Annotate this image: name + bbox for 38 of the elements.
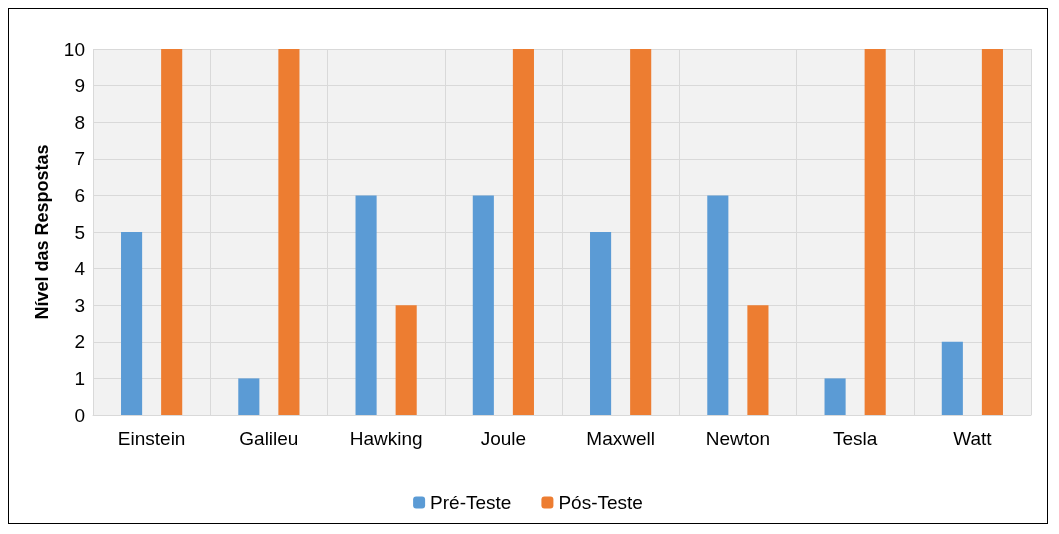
y-tick-label: 8 (74, 111, 85, 133)
y-axis-title: Nível das Respostas (32, 144, 52, 320)
bar (864, 49, 886, 415)
bar (121, 232, 143, 415)
x-tick-label: Newton (705, 428, 771, 449)
bar (747, 305, 769, 415)
bar (941, 341, 963, 415)
x-tick-label: Galileu (239, 428, 299, 449)
bar (238, 378, 260, 415)
y-tick-label: 5 (74, 221, 85, 243)
bar (512, 49, 534, 415)
bar (472, 195, 494, 415)
x-tick-label: Tesla (832, 428, 878, 449)
y-tick-label: 1 (74, 367, 85, 389)
x-tick-label: Einstein (117, 428, 186, 449)
legend-label: Pré-Teste (430, 492, 512, 513)
legend-label: Pós-Teste (558, 492, 643, 513)
bar (278, 49, 300, 415)
x-tick-label: Joule (480, 428, 527, 449)
bar (161, 49, 183, 415)
y-tick-label: 3 (74, 294, 85, 316)
bar (981, 49, 1003, 415)
y-tick-label: 4 (74, 258, 86, 280)
bar (824, 378, 846, 415)
bar (590, 232, 612, 415)
y-tick-label: 0 (74, 404, 85, 426)
x-tick-label: Maxwell (586, 428, 655, 449)
y-tick-label: 9 (74, 75, 85, 97)
x-tick-label: Hawking (349, 428, 423, 449)
x-tick-label: Watt (953, 428, 993, 449)
y-tick-label: 6 (74, 184, 85, 206)
y-tick-label: 10 (63, 38, 85, 60)
bar (395, 305, 417, 415)
y-tick-label: 7 (74, 148, 85, 170)
bar (707, 195, 729, 415)
bar (630, 49, 652, 415)
bar (355, 195, 377, 415)
y-tick-label: 2 (74, 331, 85, 353)
